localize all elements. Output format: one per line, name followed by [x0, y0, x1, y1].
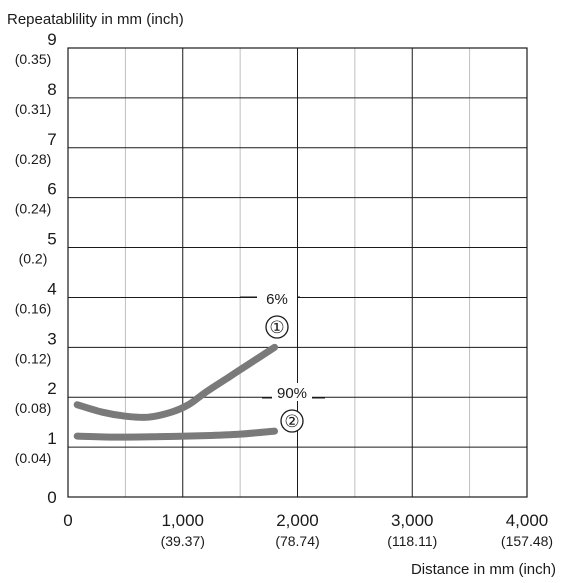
series-label-backing-2: [272, 383, 312, 401]
series-marker-2: ②: [284, 412, 299, 431]
y-tick-sublabel-7: (0.28): [15, 151, 52, 167]
y-tick-label-8: 8: [47, 80, 56, 99]
y-tick-sublabel-1: (0.04): [15, 450, 52, 466]
grid: [68, 48, 527, 497]
y-tick-label-1: 1: [47, 429, 56, 448]
y-tick-label-4: 4: [47, 279, 56, 298]
y-tick-label-3: 3: [47, 329, 56, 348]
x-tick-label-3000: 3,000: [391, 511, 434, 530]
y-tick-label-0: 0: [47, 488, 56, 507]
series-line-1: [73, 343, 279, 421]
x-tick-label-2000: 2,000: [276, 511, 319, 530]
y-tick-label-2: 2: [47, 379, 56, 398]
x-tick-sublabel-4000: (157.48): [501, 533, 553, 549]
series-label-backing-1: [257, 289, 297, 307]
y-tick-sublabel-4: (0.16): [15, 300, 52, 316]
x-axis-title: Distance in mm (inch): [411, 561, 556, 578]
plot-border: [67, 47, 528, 498]
x-tick-label-4000: 4,000: [506, 511, 549, 530]
y-tick-label-5: 5: [47, 230, 56, 249]
x-tick-labels: 0 1,000 (39.37) 2,000 (78.74) 3,000 (118.11) 4,…: [63, 511, 553, 549]
series-label-2: 90%: [277, 385, 307, 402]
x-tick-sublabel-3000: (118.11): [387, 533, 437, 549]
series-marker-circle-1: [265, 315, 289, 339]
y-tick-label-7: 7: [47, 130, 56, 149]
series-marker-circle-2: [280, 409, 304, 433]
y-tick-label-9: 9: [47, 30, 56, 49]
y-tick-sublabel-6: (0.24): [15, 201, 52, 217]
series-layer: [73, 343, 279, 441]
y-tick-labels: 0 1 (0.04) 2 (0.08) 3 (0.12) 4 (0.16) 5 (0.2) 6 (0.2…: [15, 30, 57, 507]
y-tick-sublabel-8: (0.31): [15, 101, 52, 117]
series-marker-1: ①: [269, 318, 284, 337]
y-axis-title: Repeatablility in mm (inch): [7, 11, 184, 28]
x-tick-label-1000: 1,000: [161, 511, 204, 530]
y-tick-sublabel-3: (0.12): [15, 350, 52, 366]
series-line-2: [73, 427, 279, 441]
series-annotations: 6% ① 90% ②: [240, 289, 325, 433]
x-tick-label-0: 0: [63, 511, 72, 530]
y-tick-sublabel-2: (0.08): [15, 400, 52, 416]
y-tick-label-6: 6: [47, 180, 56, 199]
y-tick-sublabel-9: (0.35): [15, 51, 52, 67]
plot-frame: [67, 47, 528, 498]
x-tick-sublabel-1000: (39.37): [161, 533, 205, 549]
x-tick-sublabel-2000: (78.74): [275, 533, 319, 549]
y-tick-sublabel-5: (0.2): [19, 251, 48, 267]
series-label-1: 6%: [266, 291, 288, 308]
